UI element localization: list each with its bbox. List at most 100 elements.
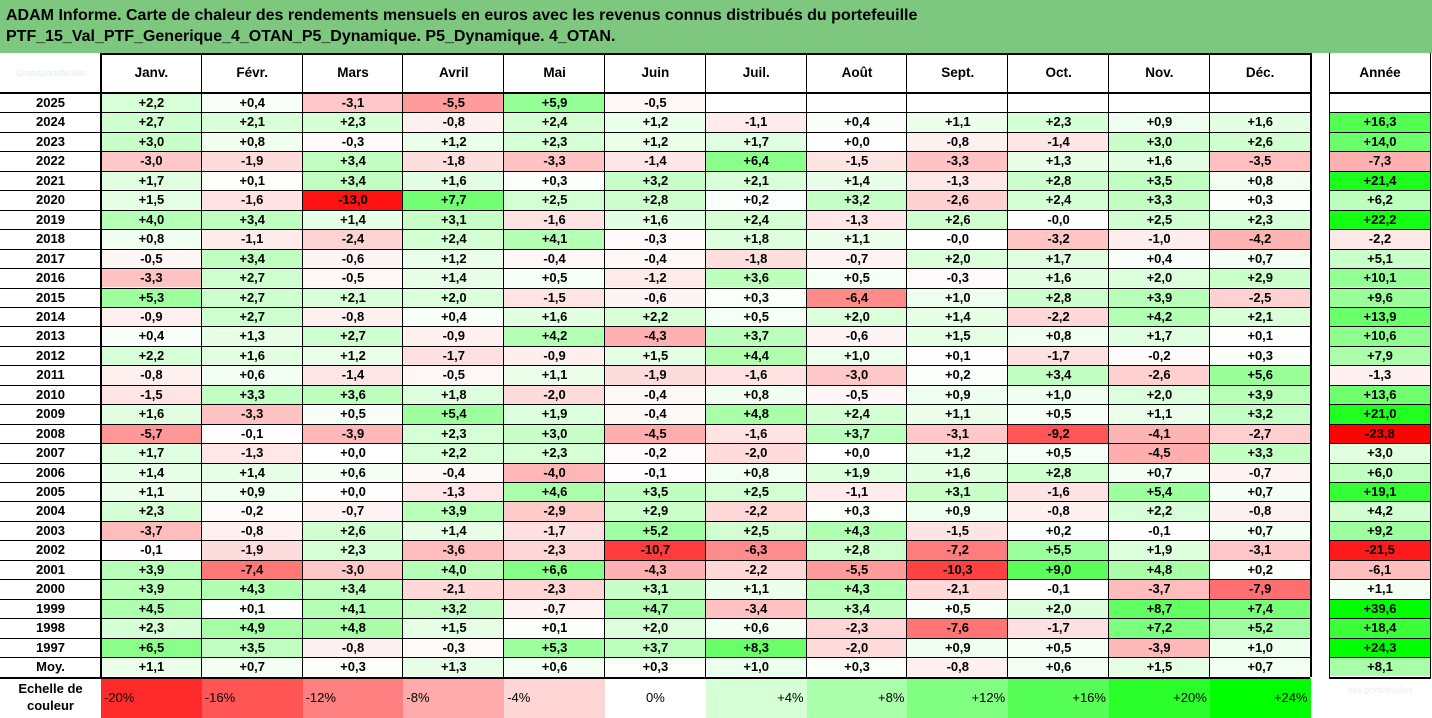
heatmap-cell: -1,7 (1008, 618, 1109, 638)
heatmap-cell: +3,9 (1109, 287, 1210, 307)
heatmap-cell: -2,9 (504, 501, 605, 521)
row-divider (0, 657, 1310, 658)
heatmap-cell: +4,0 (101, 209, 202, 230)
heatmap-cell: +5,4 (1109, 482, 1210, 502)
heatmap-cell: +1,6 (101, 404, 202, 424)
heatmap-cell: +0,0 (302, 482, 404, 502)
column-divider (604, 53, 605, 677)
heatmap-cell: +2,3 (504, 443, 605, 463)
heatmap-cell: -0,6 (605, 287, 706, 307)
heatmap-cell: +4,2 (504, 326, 605, 346)
heatmap-cell: +1,5 (101, 190, 202, 210)
year-total-cell: -21,5 (1329, 540, 1431, 560)
heatmap-cell: +0,8 (705, 384, 807, 405)
heatmap-cell: +7,2 (1109, 618, 1210, 638)
row-divider (0, 112, 1310, 113)
heatmap-cell: -4,1 (1109, 423, 1210, 444)
heatmap-cell: -2,3 (504, 540, 605, 560)
row-divider (0, 132, 1310, 133)
row-divider (1329, 112, 1431, 113)
heatmap-cell: +0,8 (1209, 170, 1311, 191)
column-divider (402, 53, 403, 677)
heatmap-cell: -0,1 (201, 423, 303, 444)
heatmap-cell: +1,4 (403, 520, 505, 541)
heatmap-cell: +0,1 (201, 598, 303, 619)
year-total-cell: +9,2 (1329, 520, 1431, 541)
heatmap-cell: +3,7 (806, 423, 908, 444)
table-border (0, 677, 1310, 679)
heatmap-cell: -1,6 (705, 423, 807, 444)
report-title: ADAM Informe. Carte de chaleur des rende… (0, 0, 1432, 53)
heatmap-cell: +8,7 (1109, 598, 1210, 619)
heatmap-cell: +4,8 (705, 404, 807, 424)
year-label: 2007 (0, 443, 101, 463)
heatmap-cell: +1,5 (403, 618, 505, 638)
heatmap-cell: +8,3 (705, 637, 807, 658)
heatmap-cell: +0,3 (504, 170, 605, 191)
heatmap-cell: -1,0 (1109, 229, 1210, 249)
heatmap-cell: +5,6 (1209, 365, 1311, 385)
heatmap-cell: -0,8 (201, 520, 303, 541)
heatmap-cell: -0,9 (101, 306, 202, 327)
heatmap-cell: +4,1 (504, 229, 605, 249)
row-divider (0, 599, 1310, 600)
column-divider (1329, 53, 1330, 677)
heatmap-cell: -0,9 (504, 345, 605, 366)
heatmap-cell: -0,1 (101, 540, 202, 560)
heatmap-cell: -4,5 (605, 423, 706, 444)
row-divider (1329, 463, 1431, 464)
heatmap-cell: +3,5 (201, 637, 303, 658)
heatmap-cell: -0,8 (907, 131, 1009, 152)
row-divider (0, 424, 1310, 425)
year-total-cell: +39,6 (1329, 598, 1431, 619)
heatmap-cell: +3,0 (504, 423, 605, 444)
year-label: 2005 (0, 482, 101, 502)
heatmap-cell: +1,4 (403, 268, 505, 288)
row-divider (1329, 151, 1431, 152)
year-total-cell: +6,0 (1329, 462, 1431, 482)
heatmap-cell: +3,4 (1008, 365, 1109, 385)
heatmap-cell: +0,4 (201, 93, 303, 113)
year-total-cell: +18,4 (1329, 618, 1431, 638)
heatmap-cell: -1,8 (705, 248, 807, 269)
row-divider (0, 326, 1310, 327)
year-label: 2023 (0, 131, 101, 152)
heatmap-cell: -1,4 (302, 365, 404, 385)
heatmap-cell: -0,7 (806, 248, 908, 269)
heatmap-cell: +2,0 (1109, 384, 1210, 405)
heatmap-cell: -1,6 (705, 365, 807, 385)
heatmap-cell: +0,7 (1209, 248, 1311, 269)
average-year-cell: +8,1 (1329, 657, 1431, 677)
heatmap-cell: +0,2 (1209, 559, 1311, 580)
heatmap-cell: -0,8 (302, 306, 404, 327)
heatmap-cell: -4,3 (605, 559, 706, 580)
scale-swatch: +12% (907, 677, 1009, 718)
heatmap-cell: -1,6 (504, 209, 605, 230)
heatmap-cell: -1,1 (806, 482, 908, 502)
heatmap-cell: +2,4 (403, 229, 505, 249)
average-cell: +0,6 (1008, 657, 1109, 677)
year-label: 2021 (0, 170, 101, 191)
heatmap-cell: -0,8 (403, 112, 505, 132)
year-total-cell: -1,3 (1329, 365, 1431, 385)
heatmap-cell: +4,7 (605, 598, 706, 619)
row-divider (1329, 210, 1431, 211)
heatmap-cell: +1,7 (1008, 248, 1109, 269)
column-divider (705, 53, 706, 677)
heatmap-cell: +1,6 (504, 306, 605, 327)
average-cell: +0,6 (504, 657, 605, 677)
year-total-cell (1329, 93, 1431, 113)
heatmap-cell: +0,2 (907, 365, 1009, 385)
month-header: Mars (302, 53, 404, 93)
heatmap-cell: +4,9 (201, 618, 303, 638)
row-divider (0, 190, 1310, 191)
heatmap-cell: +0,8 (705, 462, 807, 482)
heatmap-cell: +4,2 (1109, 306, 1210, 327)
heatmap-cell: -3,3 (201, 404, 303, 424)
heatmap-cell: +2,2 (101, 93, 202, 113)
heatmap-cell: -0,5 (302, 268, 404, 288)
heatmap-cell: +1,6 (201, 345, 303, 366)
heatmap-cell: +5,4 (403, 404, 505, 424)
heatmap-cell: -0,0 (1008, 209, 1109, 230)
heatmap-cell: -1,9 (201, 540, 303, 560)
